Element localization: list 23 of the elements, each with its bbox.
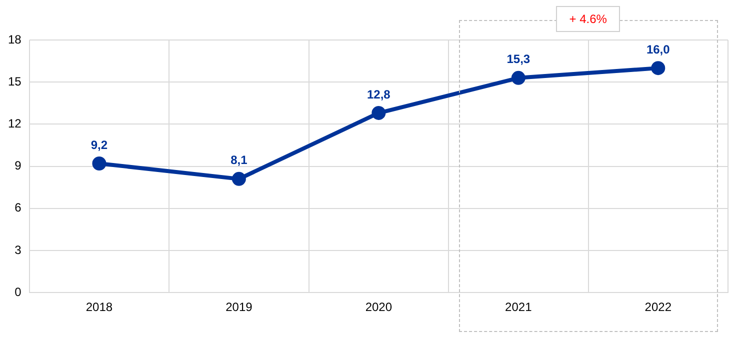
data-label: 15,3 — [506, 52, 530, 66]
y-tick-label: 18 — [8, 32, 22, 46]
point — [511, 70, 526, 85]
x-tick-label: 2020 — [365, 300, 392, 314]
data-label: 12,8 — [366, 87, 391, 102]
y-tick-label: 12 — [8, 116, 22, 131]
x-tick-label: 2021 — [505, 300, 532, 314]
point — [372, 106, 386, 120]
data-label: 16,0 — [646, 42, 670, 56]
text: + 4.6% — [556, 6, 620, 32]
x-tick-label: 2018 — [86, 300, 113, 314]
data-label: 9,2 — [90, 138, 108, 152]
y-tick-label: 9 — [14, 158, 22, 173]
y-tick-label: 6 — [14, 200, 22, 215]
x-tick-label: 2022 — [644, 300, 672, 314]
point — [651, 61, 666, 76]
y-tick-label: 3 — [14, 242, 22, 257]
data-label: 8,1 — [230, 153, 248, 168]
point — [232, 172, 246, 186]
point — [92, 156, 106, 170]
x-tick-label: 2019 — [226, 300, 253, 314]
y-tick-label: 0 — [14, 284, 22, 299]
y-tick-label: 15 — [8, 74, 22, 88]
